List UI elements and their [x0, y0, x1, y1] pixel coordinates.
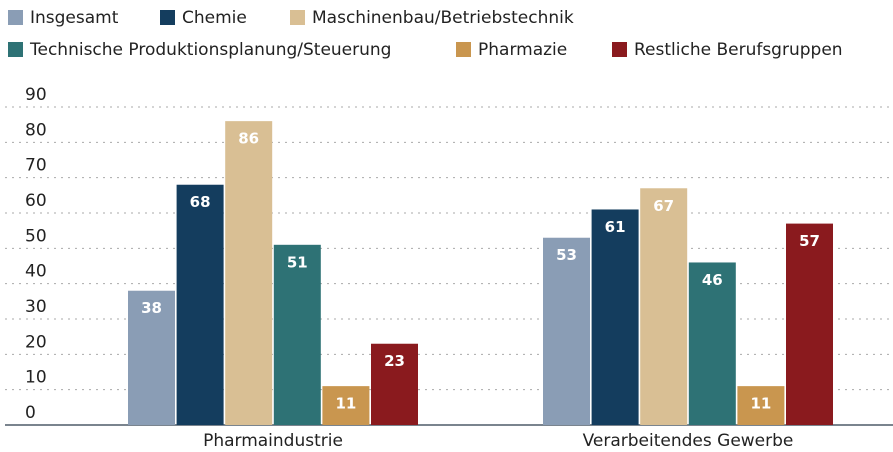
legend-swatch — [612, 42, 627, 57]
bar — [371, 343, 418, 425]
bar — [128, 290, 175, 425]
x-tick-label: Verarbeitendes Gewerbe — [583, 431, 794, 451]
legend-swatch — [8, 10, 23, 25]
legend-label: Pharmazie — [478, 40, 567, 60]
legend-swatch — [290, 10, 305, 25]
bar — [737, 386, 785, 425]
y-tick-label: 30 — [25, 297, 47, 317]
value-label: 23 — [384, 352, 405, 370]
value-label: 67 — [653, 197, 674, 215]
legend-label: Technische Produktionsplanung/Steuerung — [29, 40, 391, 60]
bar — [322, 386, 370, 425]
value-label: 38 — [141, 299, 162, 317]
value-label: 51 — [287, 253, 308, 271]
y-tick-label: 50 — [25, 226, 47, 246]
legend-label: Maschinenbau/Betriebstechnik — [312, 8, 574, 28]
legend-swatch — [160, 10, 175, 25]
legend-label: Insgesamt — [30, 8, 119, 28]
legend-label: Restliche Berufsgruppen — [634, 40, 843, 60]
y-tick-label: 10 — [25, 368, 47, 388]
value-label: 61 — [605, 218, 626, 236]
bar — [688, 262, 736, 425]
bar — [640, 188, 688, 425]
value-label: 86 — [238, 130, 259, 148]
y-tick-label: 80 — [25, 120, 47, 140]
bar — [543, 237, 590, 425]
bar — [225, 121, 273, 425]
y-tick-label: 90 — [25, 85, 47, 105]
legend-label: Chemie — [182, 8, 247, 28]
x-tick-label: Pharmaindustrie — [203, 431, 343, 451]
value-label: 57 — [799, 232, 820, 250]
y-tick-label: 70 — [25, 156, 47, 176]
value-label: 68 — [190, 193, 211, 211]
legend-swatch — [8, 42, 23, 57]
value-label: 11 — [750, 395, 771, 413]
value-label: 11 — [335, 395, 356, 413]
value-label: 53 — [556, 246, 577, 264]
bar — [176, 184, 224, 425]
y-tick-label: 20 — [25, 332, 47, 352]
legend-swatch — [456, 42, 471, 57]
bar — [591, 209, 639, 425]
bar — [273, 244, 321, 425]
value-label: 46 — [702, 271, 723, 289]
y-tick-label: 0 — [25, 403, 36, 423]
y-tick-label: 40 — [25, 262, 47, 282]
y-tick-label: 60 — [25, 191, 47, 211]
bar — [786, 223, 833, 425]
